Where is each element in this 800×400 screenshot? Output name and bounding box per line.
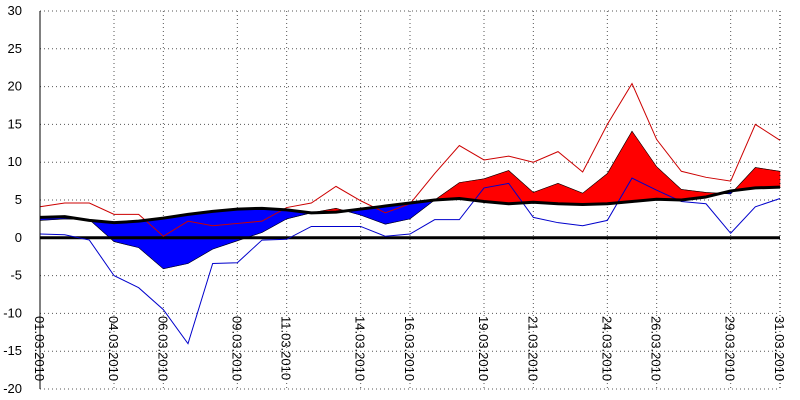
y-tick-label: 10 — [8, 154, 22, 169]
y-tick-label: -5 — [10, 268, 22, 283]
x-tick-label: 29.03.2010 — [723, 316, 738, 381]
y-tick-label: 5 — [15, 192, 22, 207]
x-tick-label: 31.03.2010 — [772, 316, 787, 381]
x-tick-label: 09.03.2010 — [229, 316, 244, 381]
x-tick-label: 21.03.2010 — [525, 316, 540, 381]
deviation-area — [163, 214, 189, 270]
x-tick-label: 14.03.2010 — [353, 316, 368, 381]
y-tick-labels: -20 -15 -10 -5 0 5 10 15 20 25 30 — [3, 3, 22, 396]
y-tick-label: 20 — [8, 79, 22, 94]
x-tick-label: 11.03.2010 — [279, 316, 294, 380]
y-tick-label: 0 — [15, 230, 22, 245]
series-line-norm — [39, 185, 781, 225]
x-tick-label: 06.03.2010 — [155, 316, 170, 381]
y-tick-label: 30 — [8, 3, 22, 18]
x-tick-label: 04.03.2010 — [106, 316, 121, 381]
series-line-min — [39, 177, 781, 345]
x-tick-labels: 01.03.2010 04.03.2010 06.03.2010 09.03.2010… — [32, 316, 787, 381]
y-tick-label: 15 — [8, 116, 22, 131]
x-tick-label: 01.03.2010 — [32, 316, 47, 381]
series-line-mean — [39, 130, 781, 270]
x-tick-label: 19.03.2010 — [476, 316, 491, 381]
y-tick-label: -15 — [3, 343, 22, 358]
axes — [39, 11, 781, 389]
series-lines — [39, 82, 781, 345]
x-tick-label: 24.03.2010 — [599, 316, 614, 381]
y-tick-label: -20 — [3, 381, 22, 396]
y-tick-label: -10 — [3, 305, 22, 320]
y-tick-label: 25 — [8, 41, 22, 56]
x-tick-label: 26.03.2010 — [649, 316, 664, 381]
x-tick-label: 16.03.2010 — [402, 316, 417, 381]
